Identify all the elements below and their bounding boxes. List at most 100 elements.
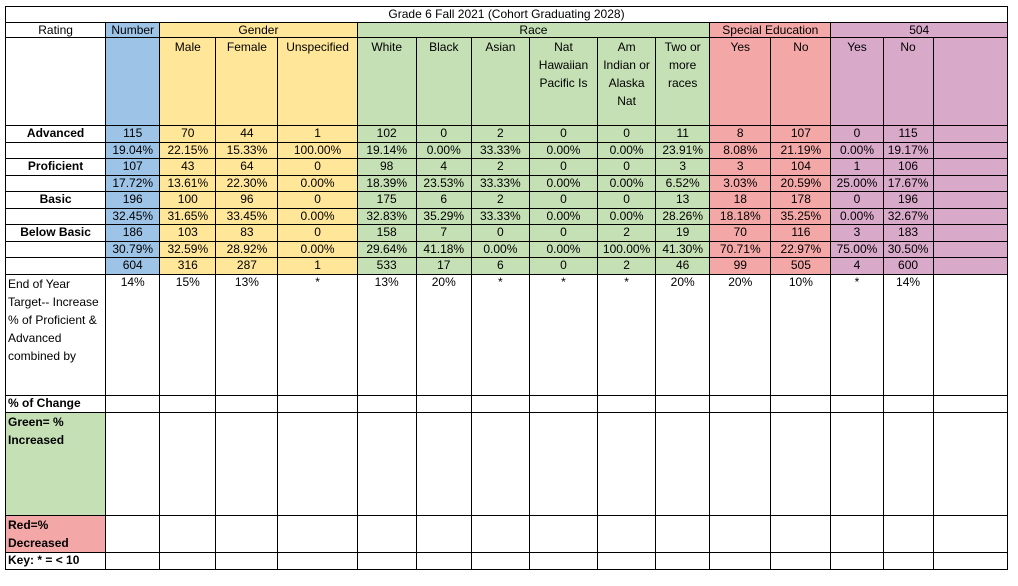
data-cell: 0.00% <box>597 142 657 159</box>
blank-cell <box>709 515 772 553</box>
data-cell: 106 <box>882 158 934 176</box>
data-cell: 64 <box>215 158 279 176</box>
blank-cell <box>215 395 279 413</box>
blank-cell <box>356 515 417 553</box>
data-cell: 0 <box>597 158 657 176</box>
number-header: Number <box>105 22 161 38</box>
data-cell: 17.67% <box>882 175 934 192</box>
blank-cell <box>655 412 711 516</box>
blank-cell <box>415 552 472 570</box>
blank-cell <box>830 515 884 553</box>
data-cell: 0 <box>277 191 358 209</box>
data-cell: 4 <box>830 257 884 275</box>
data-cell: 96 <box>215 191 279 209</box>
blank-cell <box>415 412 472 516</box>
data-cell: 25.00% <box>830 175 884 192</box>
blank-cell <box>597 552 657 570</box>
blank-cell <box>932 142 1009 159</box>
blank-cell <box>528 395 599 413</box>
data-cell: 505 <box>770 257 832 275</box>
blank-cell <box>105 37 161 126</box>
blank-cell <box>159 515 217 553</box>
data-cell: 3.03% <box>709 175 772 192</box>
data-cell: 287 <box>215 257 279 275</box>
data-cell: 18 <box>709 191 772 209</box>
column-subheader: Am Indian or Alaska Nat <box>597 37 657 126</box>
data-cell: 0.00% <box>528 175 599 192</box>
target-cell: 20% <box>709 274 772 396</box>
target-cell: 15% <box>159 274 217 396</box>
target-cell: 13% <box>356 274 417 396</box>
blank-cell <box>470 395 530 413</box>
gender-header: Gender <box>159 22 358 38</box>
data-cell: 100.00% <box>597 241 657 258</box>
blank-cell <box>597 412 657 516</box>
data-cell: 99 <box>709 257 772 275</box>
blank-cell <box>770 412 832 516</box>
data-cell: 46 <box>655 257 711 275</box>
data-cell: 18.39% <box>356 175 417 192</box>
data-cell: 104 <box>770 158 832 176</box>
target-cell: 13% <box>215 274 279 396</box>
target-cell: 14% <box>882 274 934 396</box>
target-cell: * <box>277 274 358 396</box>
blank-cell <box>932 395 1009 413</box>
target-cell: 10% <box>770 274 832 396</box>
blank-cell <box>528 515 599 553</box>
data-cell: 17.72% <box>105 175 161 192</box>
data-cell: 3 <box>830 224 884 242</box>
data-cell: 8 <box>709 125 772 143</box>
data-cell: 22.30% <box>215 175 279 192</box>
blank-cell <box>932 208 1009 225</box>
table-title: Grade 6 Fall 2021 (Cohort Graduating 202… <box>5 6 1008 23</box>
blank-cell <box>655 515 711 553</box>
blank-cell <box>709 412 772 516</box>
blank-cell <box>932 175 1009 192</box>
data-cell: 41.30% <box>655 241 711 258</box>
rating-label <box>4 142 107 159</box>
data-cell: 35.25% <box>770 208 832 225</box>
data-cell: 28.92% <box>215 241 279 258</box>
target-cell: 20% <box>415 274 472 396</box>
blank-cell <box>215 515 279 553</box>
data-cell: 196 <box>105 191 161 209</box>
rating-label <box>4 241 107 258</box>
data-cell: 0 <box>528 158 599 176</box>
data-cell: 0.00% <box>528 208 599 225</box>
data-cell: 75.00% <box>830 241 884 258</box>
blank-cell <box>932 515 1009 553</box>
change-label: % of Change <box>4 395 107 413</box>
data-cell: 23.53% <box>415 175 472 192</box>
blank-cell <box>830 412 884 516</box>
data-cell: 29.64% <box>356 241 417 258</box>
blank-cell <box>415 395 472 413</box>
blank-cell <box>932 37 1009 126</box>
rating-header: Rating <box>4 22 107 38</box>
data-cell: 3 <box>709 158 772 176</box>
data-cell: 116 <box>770 224 832 242</box>
blank-cell <box>932 257 1009 275</box>
data-cell: 33.33% <box>470 208 530 225</box>
column-subheader: Yes <box>709 37 772 126</box>
blank-cell <box>4 37 107 126</box>
target-cell: * <box>830 274 884 396</box>
data-cell: 0 <box>528 125 599 143</box>
red-label: Red=% Decreased <box>4 515 107 553</box>
data-cell: 32.45% <box>105 208 161 225</box>
blank-cell <box>932 241 1009 258</box>
data-cell: 4 <box>415 158 472 176</box>
data-cell: 103 <box>159 224 217 242</box>
blank-cell <box>655 395 711 413</box>
blank-cell <box>528 552 599 570</box>
rating-label <box>4 208 107 225</box>
rating-label <box>4 175 107 192</box>
blank-cell <box>215 412 279 516</box>
data-cell: 175 <box>356 191 417 209</box>
data-cell: 186 <box>105 224 161 242</box>
data-cell: 533 <box>356 257 417 275</box>
data-cell: 0.00% <box>277 241 358 258</box>
data-cell: 1 <box>277 125 358 143</box>
data-cell: 0.00% <box>277 208 358 225</box>
blank-cell <box>356 395 417 413</box>
race-header: Race <box>356 22 711 38</box>
